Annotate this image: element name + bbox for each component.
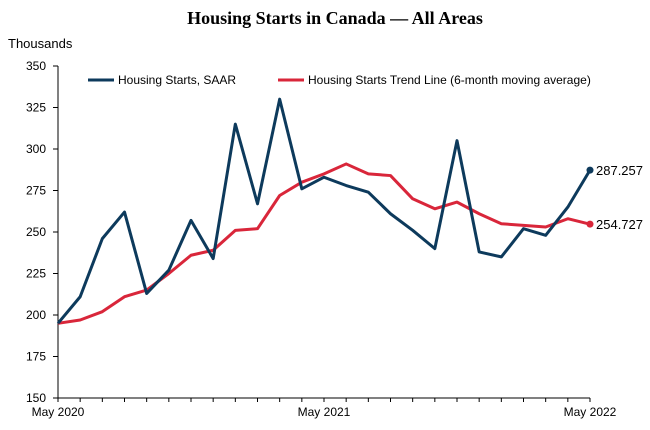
series-end-label-1: 254.727 <box>596 217 643 232</box>
y-tick-label: 250 <box>26 225 46 239</box>
y-axis: 150 175 200 225 250 275 300 325 350 <box>26 59 59 405</box>
series-end-label-0: 287.257 <box>596 163 643 178</box>
y-tick-label: 275 <box>26 184 46 198</box>
x-tick-label: May 2022 <box>564 405 617 419</box>
series-line-0 <box>56 97 592 325</box>
y-tick-label: 225 <box>26 267 46 281</box>
y-tick-label: 200 <box>26 308 46 322</box>
plot-area: 287.257 254.727 <box>56 97 643 325</box>
y-tick-label: 325 <box>26 101 46 115</box>
series-end-point-1 <box>586 220 594 228</box>
x-axis: May 2020 May 2021 May 2022 <box>32 397 617 419</box>
series-end-point-0 <box>586 166 594 174</box>
x-tick-label: May 2021 <box>298 405 351 419</box>
legend: Housing Starts, SAAR Housing Starts Tren… <box>88 73 591 87</box>
y-tick-label: 300 <box>26 142 46 156</box>
legend-label-saar: Housing Starts, SAAR <box>118 73 236 87</box>
chart-title: Housing Starts in Canada — All Areas <box>187 8 483 28</box>
y-tick-label: 175 <box>26 350 46 364</box>
y-tick-label: 150 <box>26 391 46 405</box>
x-tick-label: May 2020 <box>32 405 85 419</box>
y-axis-label: Thousands <box>8 36 73 51</box>
legend-label-trend: Housing Starts Trend Line (6-month movin… <box>308 73 591 87</box>
y-tick-label: 350 <box>26 59 46 73</box>
